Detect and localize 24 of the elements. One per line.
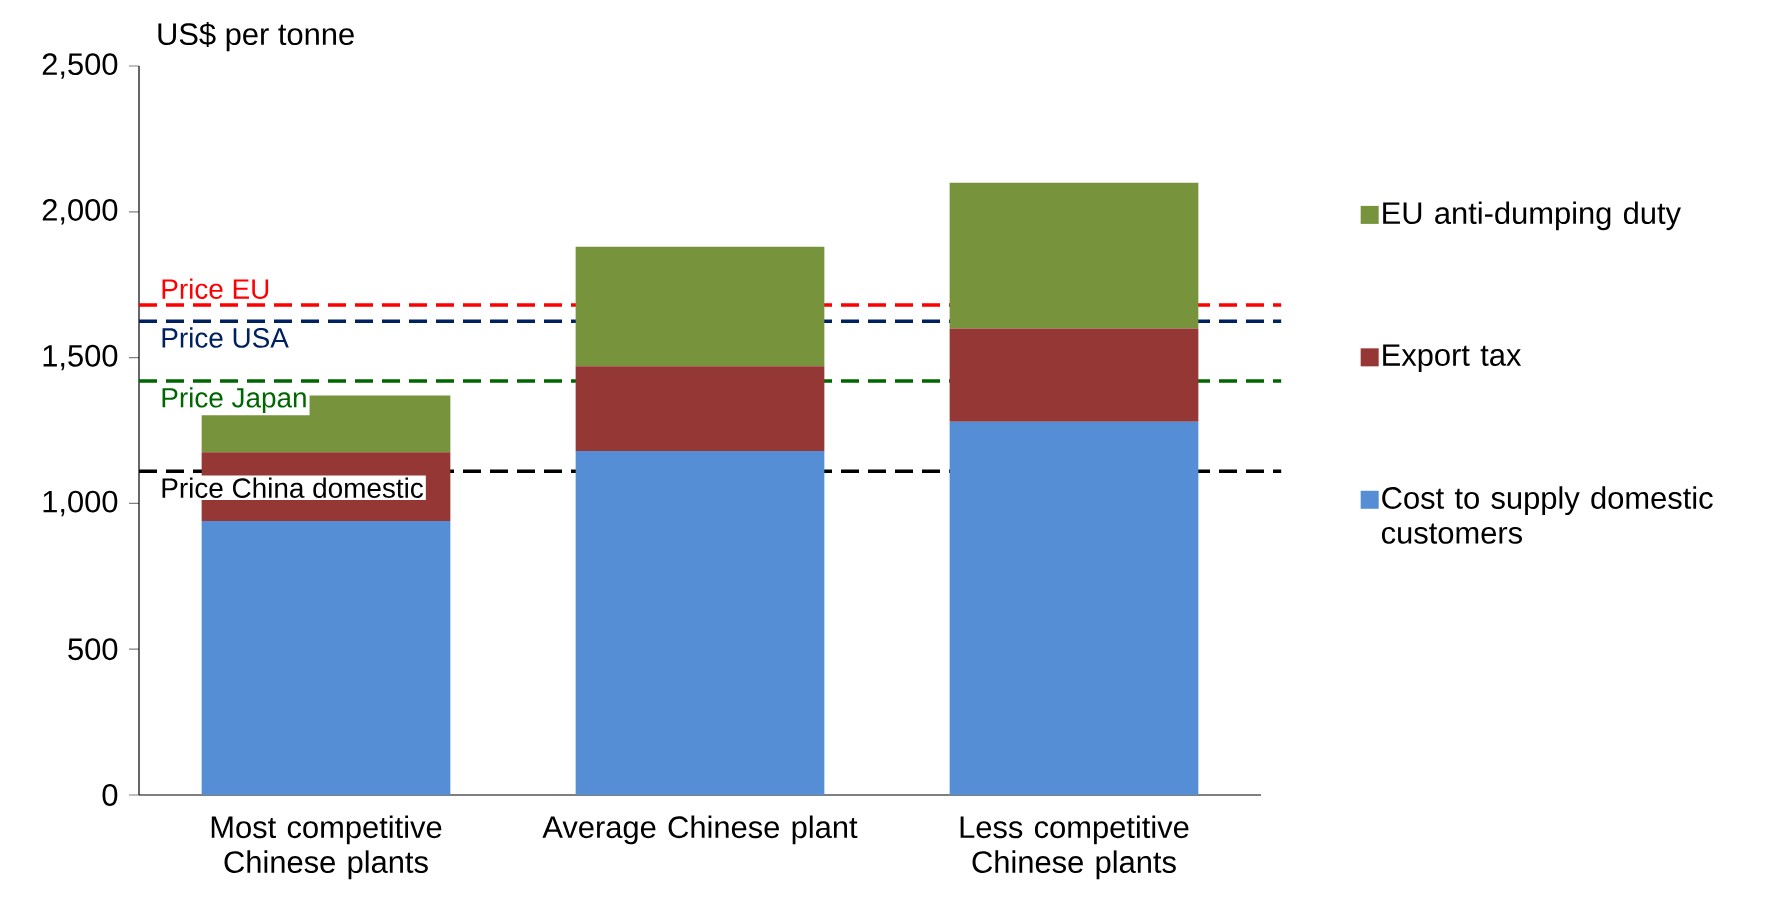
y-tick-label: 500 bbox=[68, 638, 118, 661]
y-tick-label: 2,500 bbox=[42, 53, 118, 79]
bar bbox=[949, 421, 1199, 795]
y-tick-label: 2,000 bbox=[42, 199, 118, 225]
bar bbox=[575, 366, 825, 451]
ref-line-label: Price EU bbox=[162, 278, 269, 299]
ref-line-label: Price USA bbox=[162, 327, 289, 348]
x-tick-label: Less competitive Chinese plants bbox=[960, 815, 1189, 880]
y-tick-label: 0 bbox=[102, 784, 118, 806]
x-tick-label: Average Chinese plant bbox=[542, 815, 858, 845]
legend-label: EU anti-dumping duty bbox=[1383, 201, 1681, 231]
legend-label: Cost to supply domestic customers bbox=[1381, 486, 1713, 544]
x-tick-label: Most competitive Chinese plants bbox=[211, 815, 442, 880]
bar bbox=[575, 450, 825, 795]
ref-line-label: Price Japan bbox=[162, 387, 306, 414]
y-tick-label: 1,500 bbox=[43, 344, 118, 371]
y-axis-title: US$ per tonne bbox=[158, 21, 354, 52]
bar bbox=[949, 182, 1199, 329]
legend-label: Export tax bbox=[1383, 344, 1522, 373]
bar bbox=[575, 246, 825, 367]
ref-line-label: Price China domestic bbox=[162, 477, 424, 498]
bar bbox=[949, 328, 1199, 422]
bar bbox=[201, 520, 451, 795]
y-tick-label: 1,000 bbox=[43, 490, 118, 517]
